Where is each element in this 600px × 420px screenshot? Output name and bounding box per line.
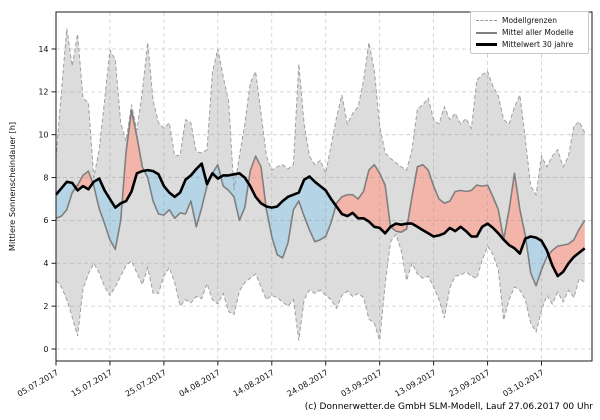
x-tick-label: 25.07.2017: [124, 368, 168, 399]
model-bound-lines: [55, 28, 586, 341]
grid: [55, 12, 592, 361]
y-tick-label: 6: [43, 216, 48, 225]
x-tick-label: 03.09.2017: [339, 368, 383, 399]
y-tick-label: 12: [38, 88, 48, 97]
y-tick-label: 0: [43, 345, 48, 354]
above-normal-region: [122, 110, 145, 203]
axis-ticks: [51, 48, 542, 366]
x-tick-label: 03.10.2017: [501, 368, 545, 399]
legend-item-mittelwert-30-jahre: Mittelwert 30 jahre: [476, 40, 584, 49]
x-tick-label: 04.08.2017: [178, 368, 222, 399]
gray-line-icon: [476, 31, 497, 34]
y-tick-label: 10: [38, 131, 48, 140]
x-tick-label: 05.07.2017: [16, 368, 60, 399]
below-normal-region: [56, 181, 76, 219]
black-line-icon: [476, 43, 497, 46]
y-tick-label: 8: [43, 173, 48, 182]
dashed-line-icon: [476, 20, 497, 21]
legend-label: Mittelwert 30 jahre: [502, 40, 574, 49]
below-normal-region: [265, 176, 336, 258]
anomaly-fill-regions: [56, 110, 585, 286]
legend-label: Mittel aller Modelle: [502, 28, 574, 37]
below-normal-region: [92, 178, 123, 250]
y-tick-label: 4: [43, 259, 48, 268]
legend-item-modellgrenzen: Modellgrenzen: [476, 16, 584, 25]
above-normal-region: [548, 220, 585, 277]
legend-item-mittel-aller-modelle: Mittel aller Modelle: [476, 28, 584, 37]
mean-30y-line: [55, 162, 586, 278]
above-normal-region: [335, 164, 408, 234]
x-tick-label: 13.09.2017: [393, 368, 437, 399]
y-axis-label: Mittlere Sonnenscheindauer [h]: [7, 122, 17, 251]
x-tick-label: 14.08.2017: [232, 368, 276, 399]
below-normal-region: [144, 163, 221, 227]
legend-label: Modellgrenzen: [502, 16, 557, 25]
y-tick-label: 14: [38, 45, 48, 54]
x-tick-label: 24.08.2017: [286, 368, 330, 399]
plot-frame: [55, 11, 593, 362]
copyright-caption: (c) Donnerwetter.de GmbH SLM-Modell, Lau…: [304, 402, 593, 412]
y-tick-label: 2: [43, 302, 48, 311]
legend: Modellgrenzen Mittel aller Modelle Mitte…: [470, 11, 589, 54]
above-normal-region: [75, 171, 93, 191]
above-normal-region: [407, 164, 526, 254]
above-normal-region: [248, 156, 266, 207]
x-tick-label: 15.07.2017: [70, 368, 114, 399]
x-tick-label: 23.09.2017: [447, 368, 491, 399]
